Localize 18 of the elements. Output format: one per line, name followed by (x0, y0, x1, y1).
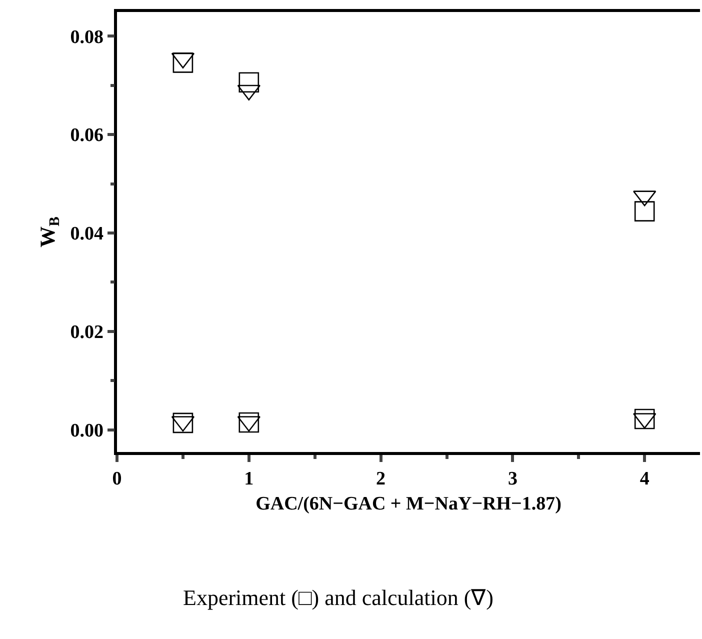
y-tick-label: 0.06 (70, 125, 104, 146)
y-tick-label: 0.02 (70, 322, 104, 344)
y-tick-label: 0.04 (70, 224, 104, 245)
point (172, 52, 194, 73)
point (238, 412, 260, 433)
point (634, 408, 655, 430)
x-tick-label: 1 (244, 468, 254, 490)
point (634, 201, 655, 222)
x-tick-label: 0 (112, 468, 122, 490)
point (172, 412, 194, 434)
x-tick-label: 4 (640, 468, 650, 490)
x-axis-title: GAC/(6N−GAC + M−NaY−RH−1.87) (256, 493, 562, 514)
y-tick-label: 0.00 (70, 420, 104, 442)
x-tick-label: 3 (508, 468, 518, 490)
x-tick-label: 2 (376, 468, 386, 490)
y-tick-label: 0.08 (70, 26, 104, 48)
text: Experiment (□) and calculation (∇) (183, 585, 494, 610)
point (238, 72, 260, 93)
